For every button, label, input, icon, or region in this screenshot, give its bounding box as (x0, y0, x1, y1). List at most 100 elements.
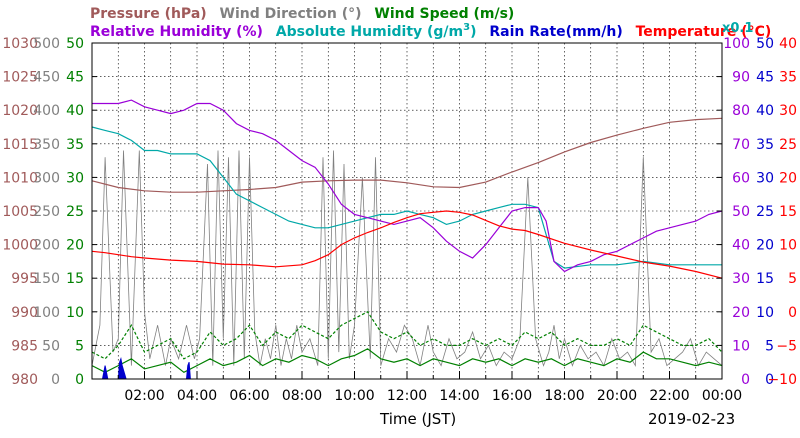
legend-ah-scale: x0.1 (722, 21, 753, 36)
y-tick-label-rh: 20 (732, 305, 750, 321)
y-tick-label-wind-dir: 0 (51, 372, 60, 388)
y-tick-label-rain: 30 (756, 170, 774, 186)
y-tick-label-rh: 90 (732, 70, 750, 86)
y-tick-label-temp: −10 (767, 372, 797, 388)
y-tick-label-pressure: 1010 (2, 170, 38, 186)
x-tick-label: 12:00 (387, 388, 427, 404)
y-tick-label-rh: 30 (732, 271, 750, 287)
y-tick-label-rh: 40 (732, 238, 750, 254)
series-rh (92, 99, 723, 273)
x-tick-label: 14:00 (439, 388, 479, 404)
x-tick-label: 04:00 (177, 388, 217, 404)
y-tick-label-wind-speed: 50 (66, 36, 84, 52)
legend-absolute-humidity-close: ) (470, 24, 476, 40)
y-tick-label-wind-speed: 0 (75, 372, 84, 388)
y-tick-label-wind-speed: 5 (75, 338, 84, 354)
x-tick-label: 02:00 (124, 388, 164, 404)
y-tick-label-wind-dir: 200 (33, 238, 60, 254)
y-tick-label-wind-dir: 250 (33, 204, 60, 220)
y-tick-label-rh: 100 (723, 36, 750, 52)
legend-wind-direction: Wind Direction (°) (220, 6, 362, 22)
y-tick-label-temp: 20 (779, 170, 797, 186)
legend-pressure: Pressure (hPa) (90, 6, 207, 22)
y-tick-label-wind-dir: 50 (42, 338, 60, 354)
y-tick-label-rain: 45 (756, 70, 774, 86)
x-tick-label: 08:00 (282, 388, 322, 404)
x-tick-label: 10:00 (334, 388, 374, 404)
y-tick-label-wind-dir: 300 (33, 170, 60, 186)
x-axis: 02:00 04:00 06:00 08:00 10:00 12:00 14:00 16:00… (91, 371, 742, 404)
y-tick-label-rain: 5 (765, 338, 774, 354)
legend-absolute-humidity-sup: 3 (463, 22, 470, 33)
y-tick-label-wind-speed: 15 (66, 271, 84, 287)
y-tick-label-wind-speed: 25 (66, 204, 84, 220)
y-tick-label-wind-speed: 10 (66, 305, 84, 321)
legend-temperature: Temperature (°C) (636, 24, 772, 40)
y-tick-label-temp: 25 (779, 137, 797, 153)
grid (92, 43, 722, 379)
y-tick-label-pressure: 995 (11, 271, 38, 287)
y-tick-label-wind-dir: 350 (33, 137, 60, 153)
y-tick-label-wind-speed: 45 (66, 70, 84, 86)
x-tick-label: 22:00 (649, 388, 689, 404)
x-axis-label: Time (JST) (379, 410, 456, 428)
x-tick-label: 16:00 (492, 388, 532, 404)
y-tick-label-rh: 80 (732, 103, 750, 119)
y-tick-label-rh: 70 (732, 137, 750, 153)
y-tick-label-rain: 50 (756, 36, 774, 52)
legend-rain-rate: Rain Rate(mm/h) (489, 24, 622, 40)
y-tick-label-pressure: 1025 (2, 70, 38, 86)
y-tick-label-rain: 40 (756, 103, 774, 119)
series-pressure (91, 117, 723, 193)
y-tick-label-rain: 35 (756, 137, 774, 153)
y-tick-label-temp: 35 (779, 70, 797, 86)
y-tick-label-temp: 15 (779, 204, 797, 220)
y-axes: 9809859909951000100510101015102010251030… (2, 36, 797, 388)
y-tick-label-wind-dir: 400 (33, 103, 60, 119)
series-wind-dir (91, 150, 723, 367)
legend-wind-speed: Wind Speed (m/s) (374, 6, 514, 22)
legend-relative-humidity: Relative Humidity (%) (90, 24, 263, 40)
y-tick-label-wind-speed: 30 (66, 170, 84, 186)
legend-line-2: Relative Humidity (%) Absolute Humidity … (90, 22, 771, 40)
y-tick-label-wind-speed: 35 (66, 137, 84, 153)
y-tick-label-temp: 40 (779, 36, 797, 52)
y-tick-label-temp: −5 (776, 338, 797, 354)
y-tick-label-rain: 20 (756, 238, 774, 254)
y-tick-label-temp: 5 (788, 271, 797, 287)
x-tick-label: 06:00 (229, 388, 269, 404)
y-tick-label-rh: 50 (732, 204, 750, 220)
y-tick-label-pressure: 1030 (2, 36, 38, 52)
y-tick-label-temp: 10 (779, 238, 797, 254)
series-temp (91, 210, 723, 279)
y-tick-label-wind-speed: 40 (66, 103, 84, 119)
y-tick-label-rain: 0 (765, 372, 774, 388)
y-tick-label-wind-dir: 450 (33, 70, 60, 86)
y-tick-label-pressure: 1015 (2, 137, 38, 153)
y-tick-label-pressure: 985 (11, 338, 38, 354)
y-tick-label-temp: 30 (779, 103, 797, 119)
y-tick-label-pressure: 1020 (2, 103, 38, 119)
y-tick-label-rain: 25 (756, 204, 774, 220)
series-wind-speed (91, 348, 723, 374)
y-tick-label-wind-dir: 500 (33, 36, 60, 52)
x-tick-label: 20:00 (597, 388, 637, 404)
y-tick-label-temp: 0 (788, 305, 797, 321)
y-tick-label-rh: 10 (732, 338, 750, 354)
date-label: 2019-02-23 (648, 410, 735, 428)
y-tick-label-pressure: 1000 (2, 238, 38, 254)
y-tick-label-pressure: 1005 (2, 204, 38, 220)
y-tick-label-wind-dir: 150 (33, 271, 60, 287)
y-tick-label-rain: 15 (756, 271, 774, 287)
y-tick-label-pressure: 980 (11, 372, 38, 388)
y-tick-label-wind-speed: 20 (66, 238, 84, 254)
y-tick-label-wind-dir: 100 (33, 305, 60, 321)
y-tick-label-rh: 60 (732, 170, 750, 186)
x-tick-label: 00:00 (702, 388, 742, 404)
y-tick-label-rain: 10 (756, 305, 774, 321)
x-tick-label: 18:00 (544, 388, 584, 404)
legend-absolute-humidity: Absolute Humidity (g/m (276, 24, 463, 40)
